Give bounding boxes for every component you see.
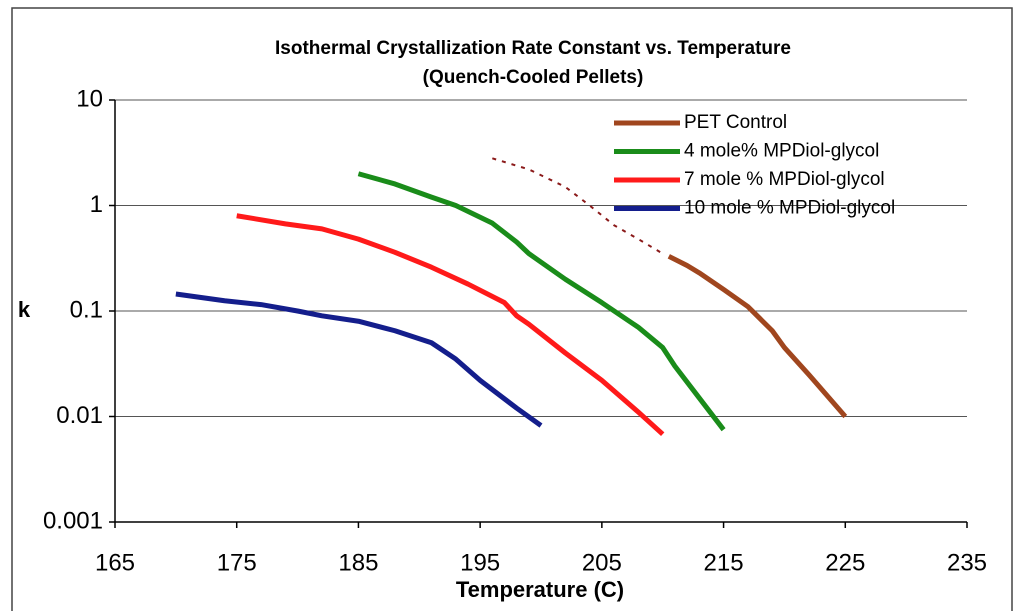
series-line — [667, 254, 848, 419]
legend-label: 4 mole% MPDiol-glycol — [684, 141, 879, 162]
y-tick-label: 0.1 — [70, 296, 103, 323]
x-tick-label: 215 — [704, 549, 744, 576]
legend-label: PET Control — [684, 112, 787, 133]
series-line — [175, 291, 543, 428]
x-tick-label: 165 — [95, 549, 135, 576]
series-line — [357, 171, 726, 432]
chart-title: Isothermal Crystallization Rate Constant… — [275, 38, 791, 59]
y-tick-label: 0.01 — [56, 402, 103, 429]
x-tick-label: 205 — [582, 549, 622, 576]
x-tick-label: 195 — [460, 549, 500, 576]
y-tick-label: 0.001 — [43, 507, 103, 534]
x-tick-label: 175 — [217, 549, 257, 576]
chart-subtitle: (Quench-Cooled Pellets) — [423, 67, 644, 88]
x-tick-label: 185 — [338, 549, 378, 576]
chart-frame — [11, 7, 1013, 611]
x-axis-label: Temperature (C) — [456, 577, 624, 602]
legend-label: 10 mole % MPDiol-glycol — [684, 198, 895, 219]
y-tick-label: 10 — [76, 85, 103, 112]
series-line — [236, 213, 665, 437]
y-axis-label: k — [18, 297, 31, 322]
x-tick-label: 235 — [947, 549, 987, 576]
y-tick-label: 1 — [90, 191, 103, 218]
legend-label: 7 mole % MPDiol-glycol — [684, 169, 885, 190]
x-tick-label: 225 — [825, 549, 865, 576]
